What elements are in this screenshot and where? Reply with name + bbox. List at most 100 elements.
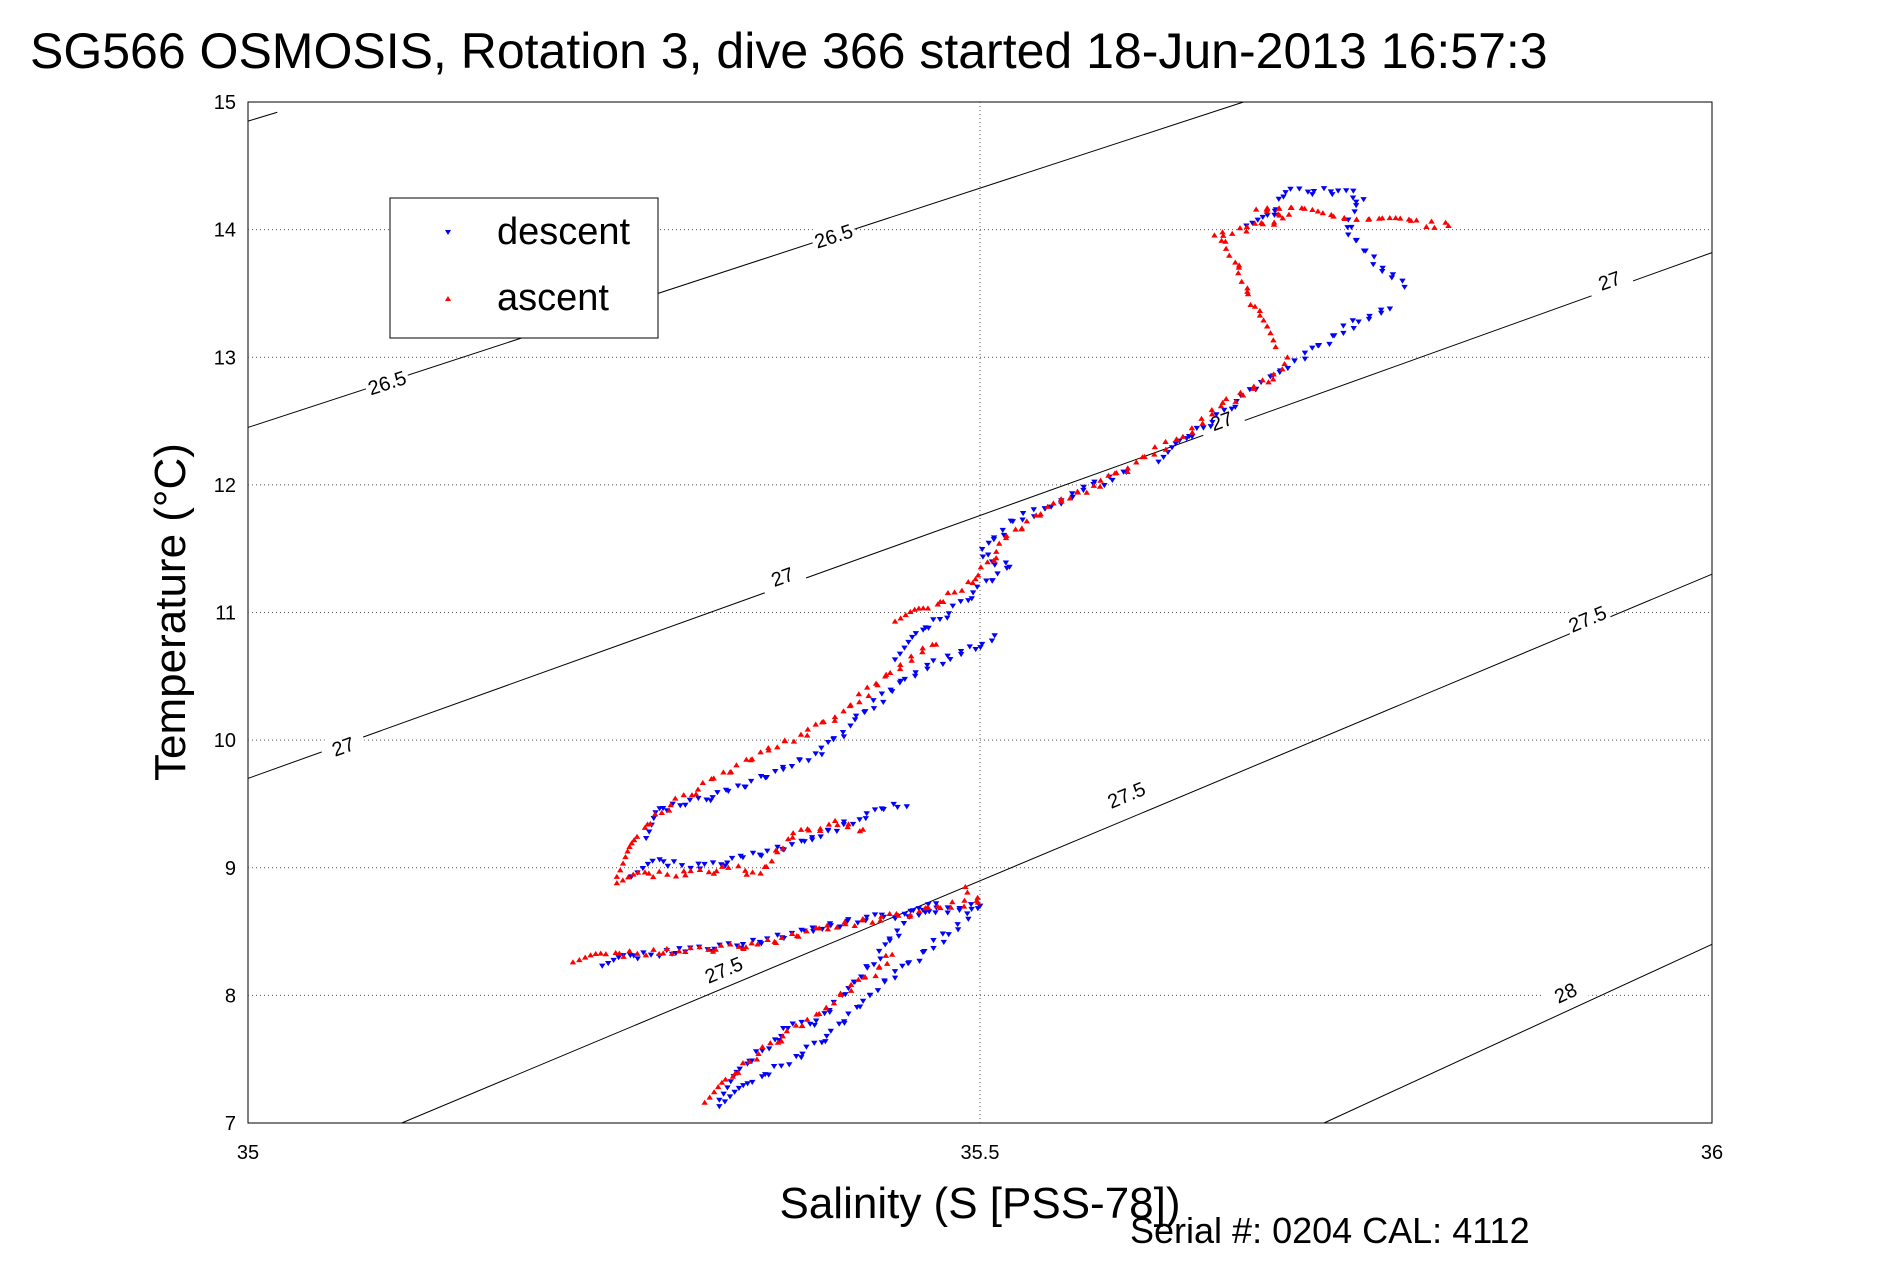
descent-point <box>870 962 878 968</box>
ascent-point <box>735 863 742 869</box>
descent-point <box>1351 209 1358 215</box>
ascent-point <box>705 946 712 952</box>
descent-point <box>886 936 893 942</box>
ascent-point <box>792 1022 800 1028</box>
descent-point <box>840 1019 848 1025</box>
descent-point <box>1349 195 1357 201</box>
descent-point <box>1213 412 1220 418</box>
descent-point <box>649 858 656 864</box>
descent-point <box>930 938 937 944</box>
descent-point <box>749 850 757 856</box>
descent-point <box>857 974 865 980</box>
descent-point <box>678 863 686 869</box>
ascent-point <box>649 874 657 880</box>
descent-point <box>968 906 975 913</box>
descent-point <box>887 687 894 693</box>
descent-point <box>772 768 779 775</box>
y-axis-label: Temperature (°C) <box>146 443 195 781</box>
ascent-point <box>672 795 679 801</box>
ascent-point <box>622 854 629 860</box>
descent-point <box>1271 212 1278 218</box>
descent-point <box>1200 425 1207 431</box>
ascent-point <box>886 910 893 917</box>
ascent-point <box>1217 403 1225 409</box>
ascent-point <box>613 880 621 886</box>
descent-point <box>739 1083 747 1089</box>
ascent-point <box>876 963 883 969</box>
ascent-point <box>859 916 867 922</box>
ascent-point <box>706 1094 713 1100</box>
ascent-point <box>641 869 649 875</box>
ascent-point <box>804 1016 811 1022</box>
ascent-point <box>919 645 926 651</box>
descent-point <box>1002 560 1010 566</box>
legend-label-descent: descent <box>497 211 631 253</box>
ascent-point <box>1445 222 1452 229</box>
x-tick-label: 35 <box>237 1142 259 1164</box>
ascent-point <box>651 811 659 817</box>
descent-point <box>921 949 928 955</box>
descent-point <box>1193 425 1201 431</box>
ascent-point <box>1259 221 1267 227</box>
descent-point <box>936 616 944 623</box>
ascent-point <box>757 749 764 755</box>
descent-point <box>924 662 931 669</box>
descent-point <box>930 658 937 664</box>
descent-point <box>983 578 990 584</box>
ascent-point <box>665 807 673 813</box>
descent-point <box>866 993 874 999</box>
ascent-point <box>902 612 909 618</box>
ascent-point <box>1319 210 1327 216</box>
descent-point <box>882 942 889 948</box>
descent-point <box>822 1039 829 1045</box>
ascent-point <box>626 948 633 954</box>
ascent-point <box>1105 472 1112 478</box>
ascent-point <box>1232 259 1239 265</box>
ascent-point <box>815 1010 823 1016</box>
descent-point <box>863 811 870 817</box>
ascent-point <box>1097 477 1104 483</box>
descent-point <box>896 680 904 686</box>
descent-point <box>1309 345 1316 351</box>
ascent-point <box>1133 459 1140 465</box>
ascent-point <box>847 981 855 987</box>
descent-point <box>774 844 781 850</box>
descent-point <box>1315 343 1323 349</box>
ascent-point <box>1397 215 1404 221</box>
descent-point <box>968 596 975 602</box>
descent-point <box>780 767 787 773</box>
ascent-point <box>958 587 966 593</box>
ascent-point <box>759 1043 766 1050</box>
ascent-point <box>907 912 914 918</box>
descent-point <box>1304 189 1312 195</box>
ascent-point <box>1250 385 1258 391</box>
ascent-point <box>847 987 855 993</box>
descent-point <box>763 775 770 781</box>
ascent-point <box>755 1050 762 1057</box>
ascent-point <box>1379 215 1386 221</box>
ascent-point <box>1003 532 1010 539</box>
ascent-point <box>1012 526 1019 532</box>
ascent-point <box>764 936 771 943</box>
descent-point <box>1320 186 1328 192</box>
ascent-point <box>1251 303 1259 309</box>
descent-point <box>695 861 702 867</box>
ascent-point <box>1050 500 1057 506</box>
ascent-point <box>1281 360 1288 367</box>
ascent-point <box>947 904 955 910</box>
descent-point <box>796 757 803 764</box>
ascent-point <box>1270 376 1277 382</box>
x-axis-label: Salinity (S [PSS-78]) <box>779 1179 1180 1228</box>
ascent-point <box>872 680 880 686</box>
ascent-point <box>680 868 688 874</box>
descent-point <box>985 540 992 546</box>
descent-point <box>716 1104 723 1110</box>
descent-point <box>670 859 678 865</box>
ascent-point <box>656 868 663 874</box>
ascent-point <box>647 820 654 826</box>
ascent-point <box>817 825 824 831</box>
ascent-point <box>964 889 971 895</box>
ascent-point <box>1431 224 1438 230</box>
descent-point <box>916 958 923 964</box>
ascent-point <box>696 944 703 950</box>
